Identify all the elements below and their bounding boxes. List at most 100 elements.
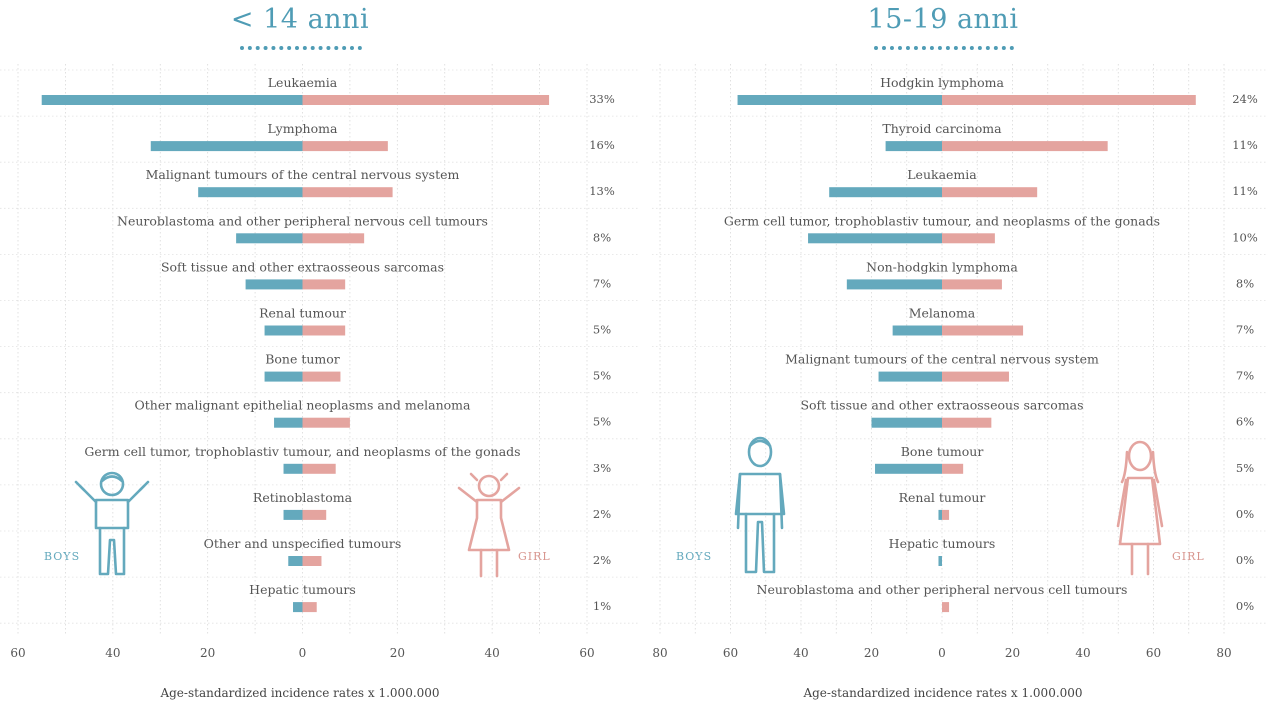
percentage-label: 1%	[593, 599, 611, 613]
percentage-label: 6%	[1236, 415, 1254, 429]
girl-label-left: GIRL	[518, 550, 551, 563]
category-label: Germ cell tumor, trophoblastiv tumour, a…	[724, 213, 1160, 228]
bar-girls	[942, 509, 950, 520]
bar-boys	[274, 417, 303, 428]
bar-girls	[942, 233, 995, 244]
percentage-label: 0%	[1236, 599, 1254, 613]
left-x-axis-label: Age-standardized incidence rates x 1.000…	[160, 686, 440, 700]
category-label: Melanoma	[909, 306, 976, 321]
bar-boys	[846, 279, 942, 290]
bar-girls	[942, 325, 1024, 336]
chart-row: Other malignant epithelial neoplasms and…	[135, 398, 612, 429]
bar-boys	[938, 556, 942, 566]
chart-row: Hepatic tumours 0%	[889, 536, 1255, 567]
bar-girls	[942, 463, 964, 474]
bar-girls	[302, 95, 550, 105]
chart-row: Soft tissue and other extraosseous sarco…	[161, 259, 611, 290]
bar-girls	[302, 279, 346, 290]
bar-girls	[302, 509, 327, 520]
bar-girls	[942, 187, 1038, 198]
category-label: Hepatic tumours	[249, 582, 356, 597]
category-label: Leukaemia	[907, 167, 977, 182]
girl-icon	[457, 472, 521, 578]
percentage-label: 16%	[589, 138, 615, 152]
x-tick-label: 20	[1005, 646, 1020, 660]
bar-girls	[302, 141, 388, 152]
chart-row: Germ cell tumor, trophoblastiv tumour, a…	[724, 213, 1258, 244]
percentage-label: 0%	[1236, 507, 1254, 521]
bar-boys	[236, 233, 303, 244]
teen-boy-icon	[734, 436, 786, 574]
x-tick-label: 80	[1216, 646, 1231, 660]
x-tick-label: 20	[390, 646, 405, 660]
chart-row: Malignant tumours of the central nervous…	[146, 167, 615, 198]
bar-boys	[245, 279, 303, 290]
chart-row: Non-hodgkin lymphoma 8%	[846, 259, 1254, 290]
chart-row: Retinoblastoma 2%	[253, 490, 611, 521]
category-label: Non-hodgkin lymphoma	[866, 259, 1018, 274]
x-tick-label: 0	[938, 646, 946, 660]
row-separators	[0, 69, 640, 624]
percentage-label: 7%	[1236, 323, 1254, 337]
chart-row: Renal tumour 0%	[899, 490, 1255, 521]
category-label: Bone tumour	[901, 444, 984, 459]
x-tick-label: 0	[299, 646, 307, 660]
percentage-label: 5%	[593, 369, 611, 383]
category-label: Thyroid carcinoma	[882, 121, 1002, 136]
percentage-label: 33%	[589, 92, 615, 106]
category-label: Germ cell tumor, trophoblastiv tumour, a…	[84, 444, 520, 459]
chart-row: Renal tumour 5%	[259, 306, 611, 337]
vertical-gridlines	[17, 64, 588, 636]
x-tick-label: 60	[1146, 646, 1161, 660]
left-title-underline	[240, 40, 362, 50]
right-panel-title: 15-19 anni	[867, 4, 1019, 35]
chart-row: Lymphoma 16%	[150, 121, 615, 152]
category-label: Neuroblastoma and other peripheral nervo…	[757, 582, 1128, 597]
chart-row: Leukaemia 11%	[829, 167, 1258, 198]
bar-boys	[885, 141, 942, 152]
chart-row: Neuroblastoma and other peripheral nervo…	[757, 582, 1255, 613]
chart-row: Melanoma 7%	[892, 306, 1254, 337]
chart-row: Thyroid carcinoma 11%	[882, 121, 1257, 152]
chart-row: Leukaemia 33%	[41, 75, 615, 106]
bar-girls	[302, 325, 346, 336]
x-tick-label: 80	[652, 646, 667, 660]
category-label: Other malignant epithelial neoplasms and…	[135, 398, 471, 413]
category-label: Renal tumour	[259, 306, 346, 321]
bar-boys	[41, 95, 303, 105]
x-tick-label: 40	[105, 646, 120, 660]
percentage-label: 8%	[1236, 276, 1254, 290]
x-tick-labels: 60 40 20 0 20 40 60	[10, 646, 594, 660]
percentage-label: 11%	[1232, 184, 1258, 198]
category-label: Bone tumor	[265, 352, 340, 367]
bar-boys	[264, 371, 303, 382]
x-tick-label: 60	[579, 646, 594, 660]
percentage-label: 7%	[593, 276, 611, 290]
bar-girls	[942, 95, 1196, 105]
chart-row: Bone tumor 5%	[264, 352, 611, 383]
bar-girls	[942, 279, 1002, 290]
category-label: Leukaemia	[268, 75, 338, 90]
bar-girls	[942, 602, 950, 613]
category-label: Malignant tumours of the central nervous…	[146, 167, 460, 182]
bar-girls	[302, 463, 336, 474]
bar-boys	[288, 556, 303, 566]
percentage-label: 5%	[1236, 461, 1254, 475]
boys-label-left: BOYS	[44, 550, 80, 563]
bar-boys	[283, 509, 303, 520]
x-tick-label: 40	[1075, 646, 1090, 660]
teen-girl-icon	[1116, 440, 1164, 576]
category-label: Hepatic tumours	[889, 536, 996, 551]
bar-boys	[871, 417, 942, 428]
bar-boys	[878, 371, 942, 382]
chart-row: Malignant tumours of the central nervous…	[785, 352, 1254, 383]
chart-row: Neuroblastoma and other peripheral nervo…	[117, 213, 611, 244]
bar-girls	[942, 371, 1009, 382]
bar-boys	[829, 187, 942, 198]
bar-girls	[302, 417, 350, 428]
percentage-label: 8%	[593, 230, 611, 244]
bar-girls	[942, 417, 992, 428]
category-label: Malignant tumours of the central nervous…	[785, 352, 1099, 367]
